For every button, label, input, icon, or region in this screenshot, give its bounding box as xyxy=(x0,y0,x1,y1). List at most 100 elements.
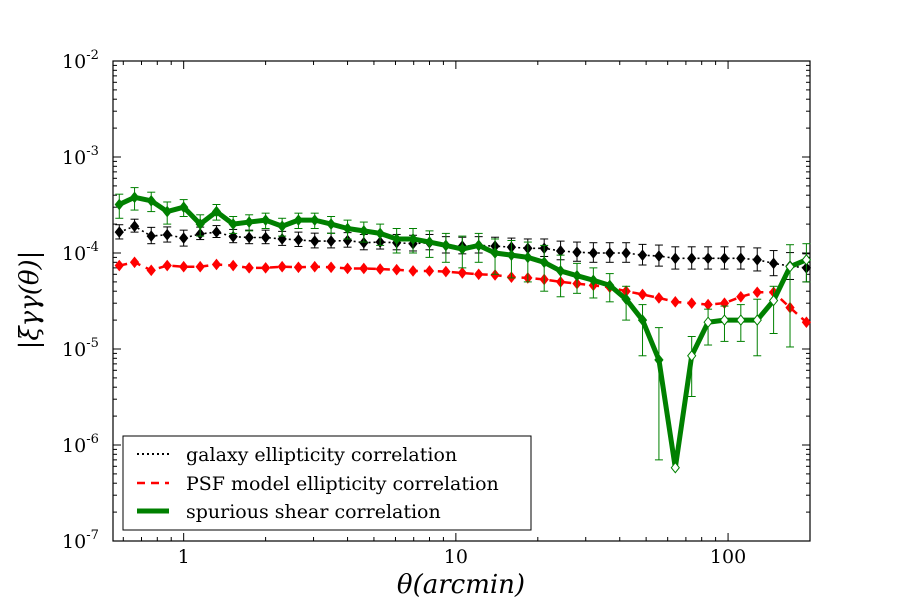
data-point-psf xyxy=(670,296,680,308)
data-point-spurious xyxy=(719,314,730,326)
data-point-spurious xyxy=(228,218,238,230)
data-point-psf xyxy=(179,260,189,273)
data-point-galaxy xyxy=(114,226,124,238)
data-point-spurious xyxy=(621,293,631,306)
data-point-spurious xyxy=(670,461,680,474)
y-tick-label-1e-5: 10-5 xyxy=(62,336,99,361)
series-layer xyxy=(114,187,812,474)
data-point-psf xyxy=(752,286,762,299)
data-point-galaxy xyxy=(310,235,320,247)
data-point-spurious xyxy=(506,249,517,261)
data-point-galaxy xyxy=(129,220,140,233)
data-point-galaxy xyxy=(670,252,680,265)
data-point-spurious xyxy=(146,194,156,207)
data-point-spurious xyxy=(457,243,467,255)
data-point-spurious xyxy=(555,265,566,277)
data-point-galaxy xyxy=(752,253,762,266)
data-point-spurious xyxy=(244,216,254,228)
x-tick-label-100: 100 xyxy=(710,546,746,568)
data-point-galaxy xyxy=(703,252,713,265)
data-point-psf xyxy=(359,262,369,275)
data-point-psf xyxy=(457,267,467,279)
x-tick-label-1: 1 xyxy=(178,546,190,568)
data-point-spurious xyxy=(359,225,369,237)
series-psf xyxy=(114,256,812,329)
data-point-psf xyxy=(375,263,385,275)
data-point-spurious xyxy=(342,222,353,235)
data-point-psf xyxy=(228,259,238,272)
data-point-spurious xyxy=(572,269,582,282)
data-point-psf xyxy=(474,268,484,281)
data-point-spurious xyxy=(801,253,812,266)
x-tick-label-10: 10 xyxy=(444,546,468,568)
data-point-galaxy xyxy=(293,234,304,246)
data-point-galaxy xyxy=(572,246,582,258)
data-point-spurious xyxy=(441,239,451,252)
data-point-psf xyxy=(129,256,140,269)
data-point-psf xyxy=(114,259,124,272)
data-point-galaxy xyxy=(260,231,271,244)
data-point-spurious xyxy=(474,239,484,252)
data-point-spurious xyxy=(703,316,713,329)
data-point-spurious xyxy=(293,214,304,226)
data-point-spurious xyxy=(114,198,124,211)
data-point-galaxy xyxy=(736,252,746,265)
data-point-galaxy xyxy=(326,235,336,247)
data-point-spurious xyxy=(523,251,533,264)
data-point-psf xyxy=(162,259,172,272)
data-point-psf xyxy=(293,261,304,274)
data-point-psf xyxy=(146,264,156,277)
data-point-psf xyxy=(736,290,746,303)
legend-label-psf: PSF model ellipticity correlation xyxy=(186,473,499,495)
plot-area-frame xyxy=(112,60,811,542)
data-point-galaxy xyxy=(146,230,156,242)
data-point-psf xyxy=(244,262,254,274)
data-point-spurious xyxy=(752,314,762,326)
y-tick-label-1e-7: 10-7 xyxy=(62,528,99,553)
data-point-psf xyxy=(687,297,697,309)
legend-label-spurious: spurious shear correlation xyxy=(186,501,441,523)
data-point-spurious xyxy=(392,233,402,245)
y-axis-title: |ξγγ(θ)| xyxy=(15,251,45,350)
data-point-galaxy xyxy=(228,230,238,243)
data-point-spurious xyxy=(179,201,189,213)
data-point-psf xyxy=(195,260,205,273)
y-tick-label-1e-4: 10-4 xyxy=(62,240,99,265)
x-tick-labels: 1 10 100 xyxy=(178,546,747,568)
data-point-spurious xyxy=(654,354,664,366)
y-tick-label-1e-3: 10-3 xyxy=(62,144,99,169)
y-tick-labels: 10-7 10-6 10-5 10-4 10-3 10-2 xyxy=(62,48,99,553)
series-spurious xyxy=(114,187,812,474)
legend-box xyxy=(122,435,532,531)
data-point-spurious xyxy=(129,191,140,204)
data-point-spurious xyxy=(310,214,320,226)
data-point-spurious xyxy=(408,233,418,245)
data-point-psf xyxy=(654,292,664,304)
legend: galaxy ellipticity correlation PSF model… xyxy=(122,435,532,531)
data-point-spurious xyxy=(424,236,435,248)
data-point-galaxy xyxy=(621,247,631,259)
x-axis-title: θ(arcmin) xyxy=(397,570,525,600)
data-point-spurious xyxy=(195,218,205,230)
data-point-spurious xyxy=(785,260,795,273)
data-point-psf xyxy=(801,316,812,329)
data-point-spurious xyxy=(588,274,599,287)
data-point-galaxy xyxy=(768,257,779,270)
data-point-galaxy xyxy=(687,252,697,265)
data-point-galaxy xyxy=(605,247,615,259)
y-tick-label-1e-2: 10-2 xyxy=(62,48,99,73)
data-point-galaxy xyxy=(654,250,664,262)
data-point-galaxy xyxy=(719,252,730,265)
data-point-psf xyxy=(310,260,320,273)
data-point-psf xyxy=(637,288,648,301)
data-point-spurious xyxy=(162,205,172,218)
data-point-galaxy xyxy=(179,232,189,244)
data-point-psf xyxy=(408,265,418,277)
data-point-galaxy xyxy=(244,231,254,244)
data-point-psf xyxy=(424,265,435,277)
data-point-spurious xyxy=(637,314,648,326)
data-point-psf xyxy=(490,269,500,281)
data-point-spurious xyxy=(211,205,222,218)
data-point-psf xyxy=(211,258,222,271)
